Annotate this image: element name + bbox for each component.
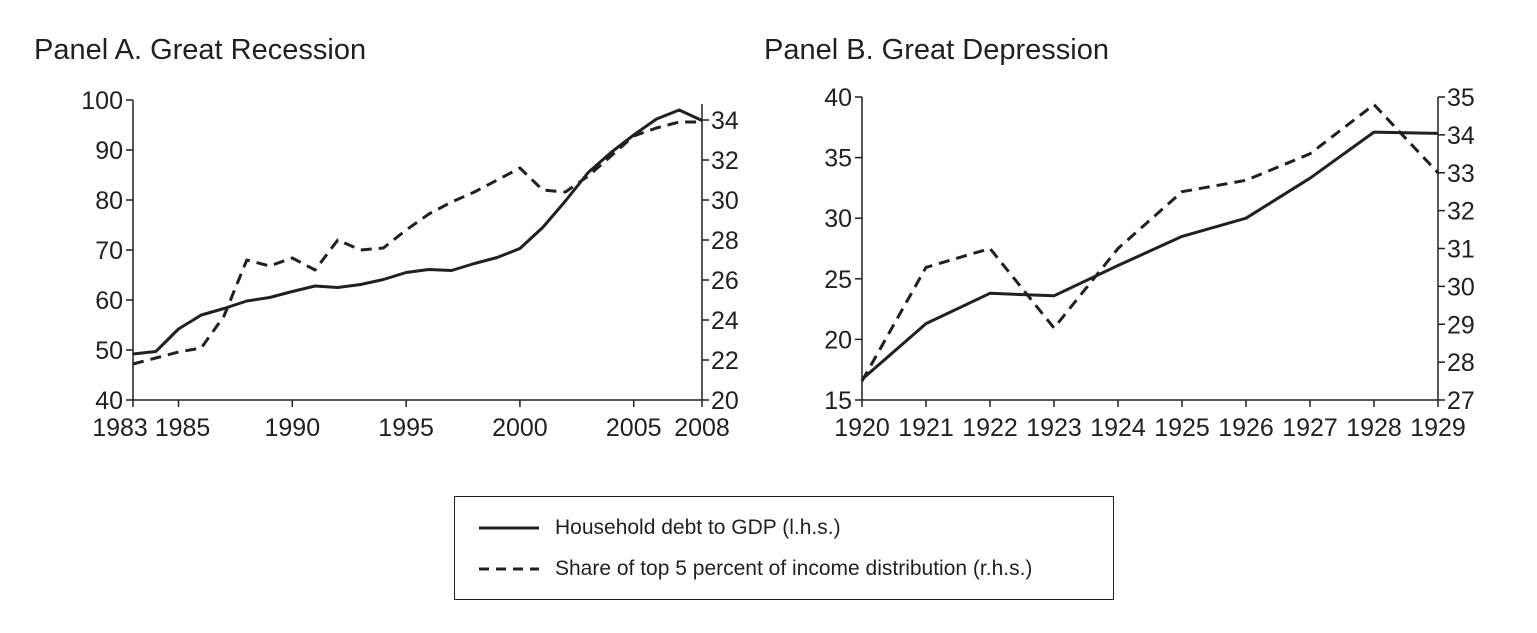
left-y-tick-label: 35	[824, 145, 852, 173]
left-y-tick-label: 100	[81, 87, 123, 115]
left-y-tick-label: 60	[95, 287, 123, 315]
right-y-tick-label: 20	[711, 387, 739, 415]
right-y-tick-label: 30	[1447, 273, 1475, 301]
left-y-tick-label: 15	[824, 387, 852, 415]
left-y-tick-label: 40	[95, 387, 123, 415]
right-y-tick-label: 26	[711, 267, 739, 295]
legend: Household debt to GDP (l.h.s.) Share of …	[454, 496, 1114, 600]
x-tick-label: 1985	[155, 414, 211, 442]
x-tick-label: 1927	[1282, 414, 1338, 442]
x-tick-label: 1921	[898, 414, 954, 442]
panel-a-title: Panel A. Great Recession	[34, 34, 367, 66]
right-y-tick-label: 28	[711, 227, 739, 255]
right-y-tick-label: 35	[1447, 84, 1475, 112]
left-y-tick-label: 40	[824, 84, 852, 112]
right-y-tick-label: 33	[1447, 160, 1475, 188]
x-tick-label: 1995	[378, 414, 434, 442]
x-tick-label: 2000	[492, 414, 548, 442]
x-tick-label: 1990	[265, 414, 321, 442]
panel-b-chart: 15 20 25 30 35 40 27 28 29 30 31 32 33 34 35 1920 1921 19…	[824, 84, 1475, 442]
left-y-tick-label: 70	[95, 237, 123, 265]
left-y-tick-label: 80	[95, 187, 123, 215]
x-tick-label: 2008	[674, 414, 730, 442]
left-y-tick-label: 30	[824, 205, 852, 233]
series-line-top5-share	[132, 120, 702, 366]
x-tick-label: 1923	[1026, 414, 1082, 442]
panel-a: Panel A. Great Recession 40 50 60 70 80 90 100…	[0, 0, 740, 460]
series-line-top5-share	[860, 103, 1440, 382]
dashed-line-swatch	[479, 567, 539, 571]
legend-label-household-debt: Household debt to GDP (l.h.s.)	[555, 516, 841, 539]
legend-item-top5-share: Share of top 5 percent of income distrib…	[479, 554, 1032, 584]
x-tick-label: 1920	[834, 414, 890, 442]
legend-label-top5-share: Share of top 5 percent of income distrib…	[555, 557, 1033, 580]
legend-item-household-debt: Household debt to GDP (l.h.s.)	[479, 513, 841, 543]
right-y-tick-label: 27	[1447, 387, 1475, 415]
panel-b: Panel B. Great Depression 15 20 25 30 35 40 27…	[740, 0, 1537, 460]
x-tick-label: 2005	[606, 414, 662, 442]
left-y-tick-label: 50	[95, 337, 123, 365]
right-y-tick-label: 32	[1447, 198, 1475, 226]
solid-line-swatch	[479, 526, 539, 530]
x-tick-label: 1929	[1410, 414, 1466, 442]
right-y-tick-label: 31	[1447, 236, 1475, 264]
series-line-household-debt	[132, 108, 703, 356]
right-y-tick-label: 34	[711, 107, 739, 135]
right-y-tick-label: 32	[711, 147, 739, 175]
left-y-tick-label: 90	[95, 137, 123, 165]
panel-b-title: Panel B. Great Depression	[764, 34, 1109, 66]
right-y-tick-label: 34	[1447, 122, 1475, 150]
x-tick-label: 1926	[1218, 414, 1274, 442]
x-tick-label: 1925	[1154, 414, 1210, 442]
x-tick-label: 1924	[1090, 414, 1146, 442]
x-tick-label: 1922	[962, 414, 1018, 442]
right-y-tick-label: 28	[1447, 349, 1475, 377]
x-tick-label: 1983	[92, 414, 148, 442]
x-tick-label: 1928	[1346, 414, 1402, 442]
left-y-tick-label: 25	[824, 266, 852, 294]
left-y-tick-label: 20	[824, 326, 852, 354]
right-y-tick-label: 30	[711, 187, 739, 215]
right-y-tick-label: 22	[711, 347, 739, 375]
panel-a-chart: 40 50 60 70 80 90 100 20 22 24 26 28 30 32 34 1983 1985 1…	[81, 87, 739, 442]
series-line-household-debt	[861, 130, 1439, 381]
right-y-tick-label: 24	[711, 307, 739, 335]
right-y-tick-label: 29	[1447, 311, 1475, 339]
